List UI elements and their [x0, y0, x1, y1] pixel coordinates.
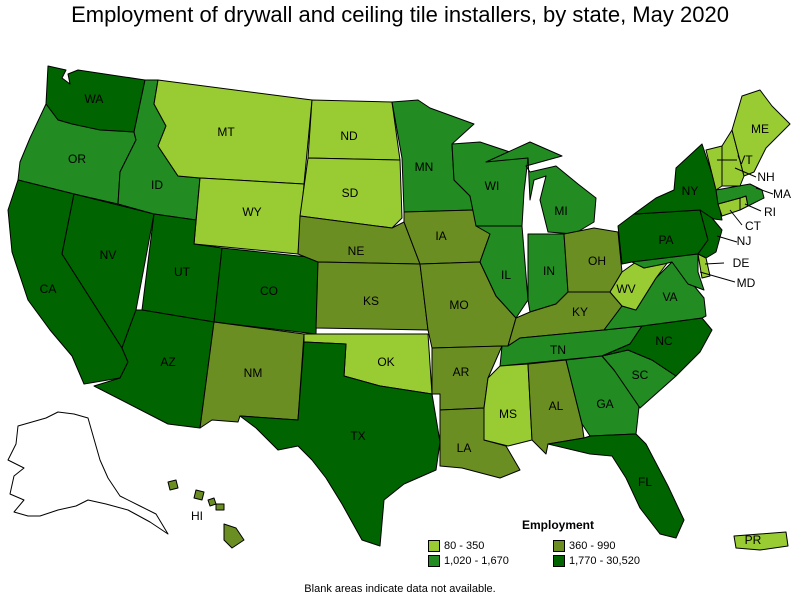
state-ms — [483, 363, 533, 447]
legend-item-1770-30520: 1,770 - 30,520 — [553, 555, 688, 567]
legend-swatch-80-350 — [428, 540, 440, 552]
state-mi — [485, 141, 597, 235]
leader-line-nj — [716, 235, 738, 243]
state-nh — [721, 129, 745, 187]
leader-line-ri — [744, 203, 762, 212]
state-label-ga: GA — [596, 397, 613, 411]
state-label-nh: NH — [757, 170, 774, 184]
state-label-tn: TN — [550, 343, 566, 357]
state-hi — [207, 497, 217, 507]
state-label-ri: RI — [764, 205, 776, 219]
state-label-sc: SC — [632, 368, 649, 382]
state-label-fl: FL — [638, 475, 652, 489]
state-label-ne: NE — [348, 244, 365, 258]
legend-label-80-350: 80 - 350 — [444, 540, 485, 552]
legend-swatch-360-990 — [553, 540, 565, 552]
footnote: Blank areas indicate data not available. — [304, 583, 496, 595]
legend-label-1770-30520: 1,770 - 30,520 — [569, 555, 640, 567]
state-tx — [239, 341, 441, 547]
state-hi — [193, 489, 205, 501]
legend: Employment 80 - 350 360 - 990 1,020 - 1,… — [428, 518, 688, 567]
legend-title: Employment — [521, 518, 594, 532]
leader-line-md — [699, 271, 736, 283]
state-nj — [697, 209, 723, 259]
state-label-id: ID — [151, 178, 163, 192]
state-fl — [547, 433, 685, 539]
leader-line-nh — [734, 167, 757, 178]
state-hi — [215, 503, 225, 511]
state-label-al: AL — [549, 399, 564, 413]
state-label-nd: ND — [340, 129, 358, 143]
state-label-or: OR — [68, 152, 86, 166]
state-label-ms: MS — [499, 407, 517, 421]
state-il — [475, 225, 529, 319]
state-label-md: MD — [737, 276, 756, 290]
state-hi — [167, 479, 179, 491]
state-label-pa: PA — [658, 233, 673, 247]
state-label-me: ME — [751, 122, 769, 136]
legend-grid: 80 - 350 360 - 990 1,020 - 1,670 1,770 -… — [428, 540, 688, 567]
state-label-de: DE — [733, 256, 750, 270]
legend-swatch-1020-1670 — [428, 555, 440, 567]
legend-item-1020-1670: 1,020 - 1,670 — [428, 555, 553, 567]
page-title: Employment of drywall and ceiling tile i… — [71, 2, 729, 27]
state-label-nj: NJ — [737, 234, 752, 248]
state-label-ny: NY — [682, 184, 699, 198]
state-label-nc: NC — [655, 334, 673, 348]
state-ak — [7, 411, 169, 535]
state-md — [631, 253, 705, 291]
state-sd — [299, 157, 403, 229]
state-label-mo: MO — [449, 298, 468, 312]
state-label-il: IL — [501, 268, 511, 282]
state-nm — [199, 321, 305, 429]
state-label-ca: CA — [40, 282, 57, 296]
state-label-ct: CT — [745, 219, 762, 233]
state-label-vt: VT — [737, 153, 753, 167]
state-label-nv: NV — [100, 248, 117, 262]
state-label-ut: UT — [174, 265, 191, 279]
leader-line-de — [704, 262, 725, 265]
state-label-pr: PR — [745, 533, 762, 547]
state-label-wi: WI — [485, 179, 500, 193]
state-label-hi: HI — [191, 509, 203, 523]
state-label-mi: MI — [554, 204, 567, 218]
state-label-ar: AR — [453, 365, 470, 379]
leader-line-ma — [755, 187, 774, 195]
legend-label-360-990: 360 - 990 — [569, 540, 616, 552]
legend-swatch-1770-30520 — [553, 555, 565, 567]
state-label-az: AZ — [160, 355, 175, 369]
state-label-oh: OH — [588, 254, 606, 268]
state-nc — [601, 317, 713, 377]
state-label-tx: TX — [350, 429, 365, 443]
state-me — [731, 89, 791, 177]
state-label-in: IN — [543, 264, 555, 278]
state-ma — [715, 183, 765, 207]
state-label-sd: SD — [342, 186, 359, 200]
state-label-la: LA — [457, 441, 472, 455]
state-label-ok: OK — [377, 355, 394, 369]
state-label-nm: NM — [244, 366, 263, 380]
state-pr — [733, 531, 789, 551]
state-label-co: CO — [260, 284, 278, 298]
legend-label-1020-1670: 1,020 - 1,670 — [444, 555, 509, 567]
state-label-wa: WA — [85, 92, 104, 106]
state-label-mn: MN — [415, 160, 434, 174]
state-hi — [223, 523, 245, 549]
state-label-ky: KY — [572, 305, 588, 319]
state-mt — [153, 79, 313, 185]
state-label-mt: MT — [217, 125, 235, 139]
state-label-ks: KS — [363, 294, 379, 308]
legend-item-360-990: 360 - 990 — [553, 540, 688, 552]
state-label-wy: WY — [242, 205, 261, 219]
state-label-ma: MA — [773, 187, 791, 201]
state-label-wv: WV — [616, 282, 635, 296]
leader-line-ct — [729, 209, 743, 226]
state-label-ia: IA — [435, 229, 446, 243]
state-label-va: VA — [662, 290, 677, 304]
legend-item-80-350: 80 - 350 — [428, 540, 553, 552]
